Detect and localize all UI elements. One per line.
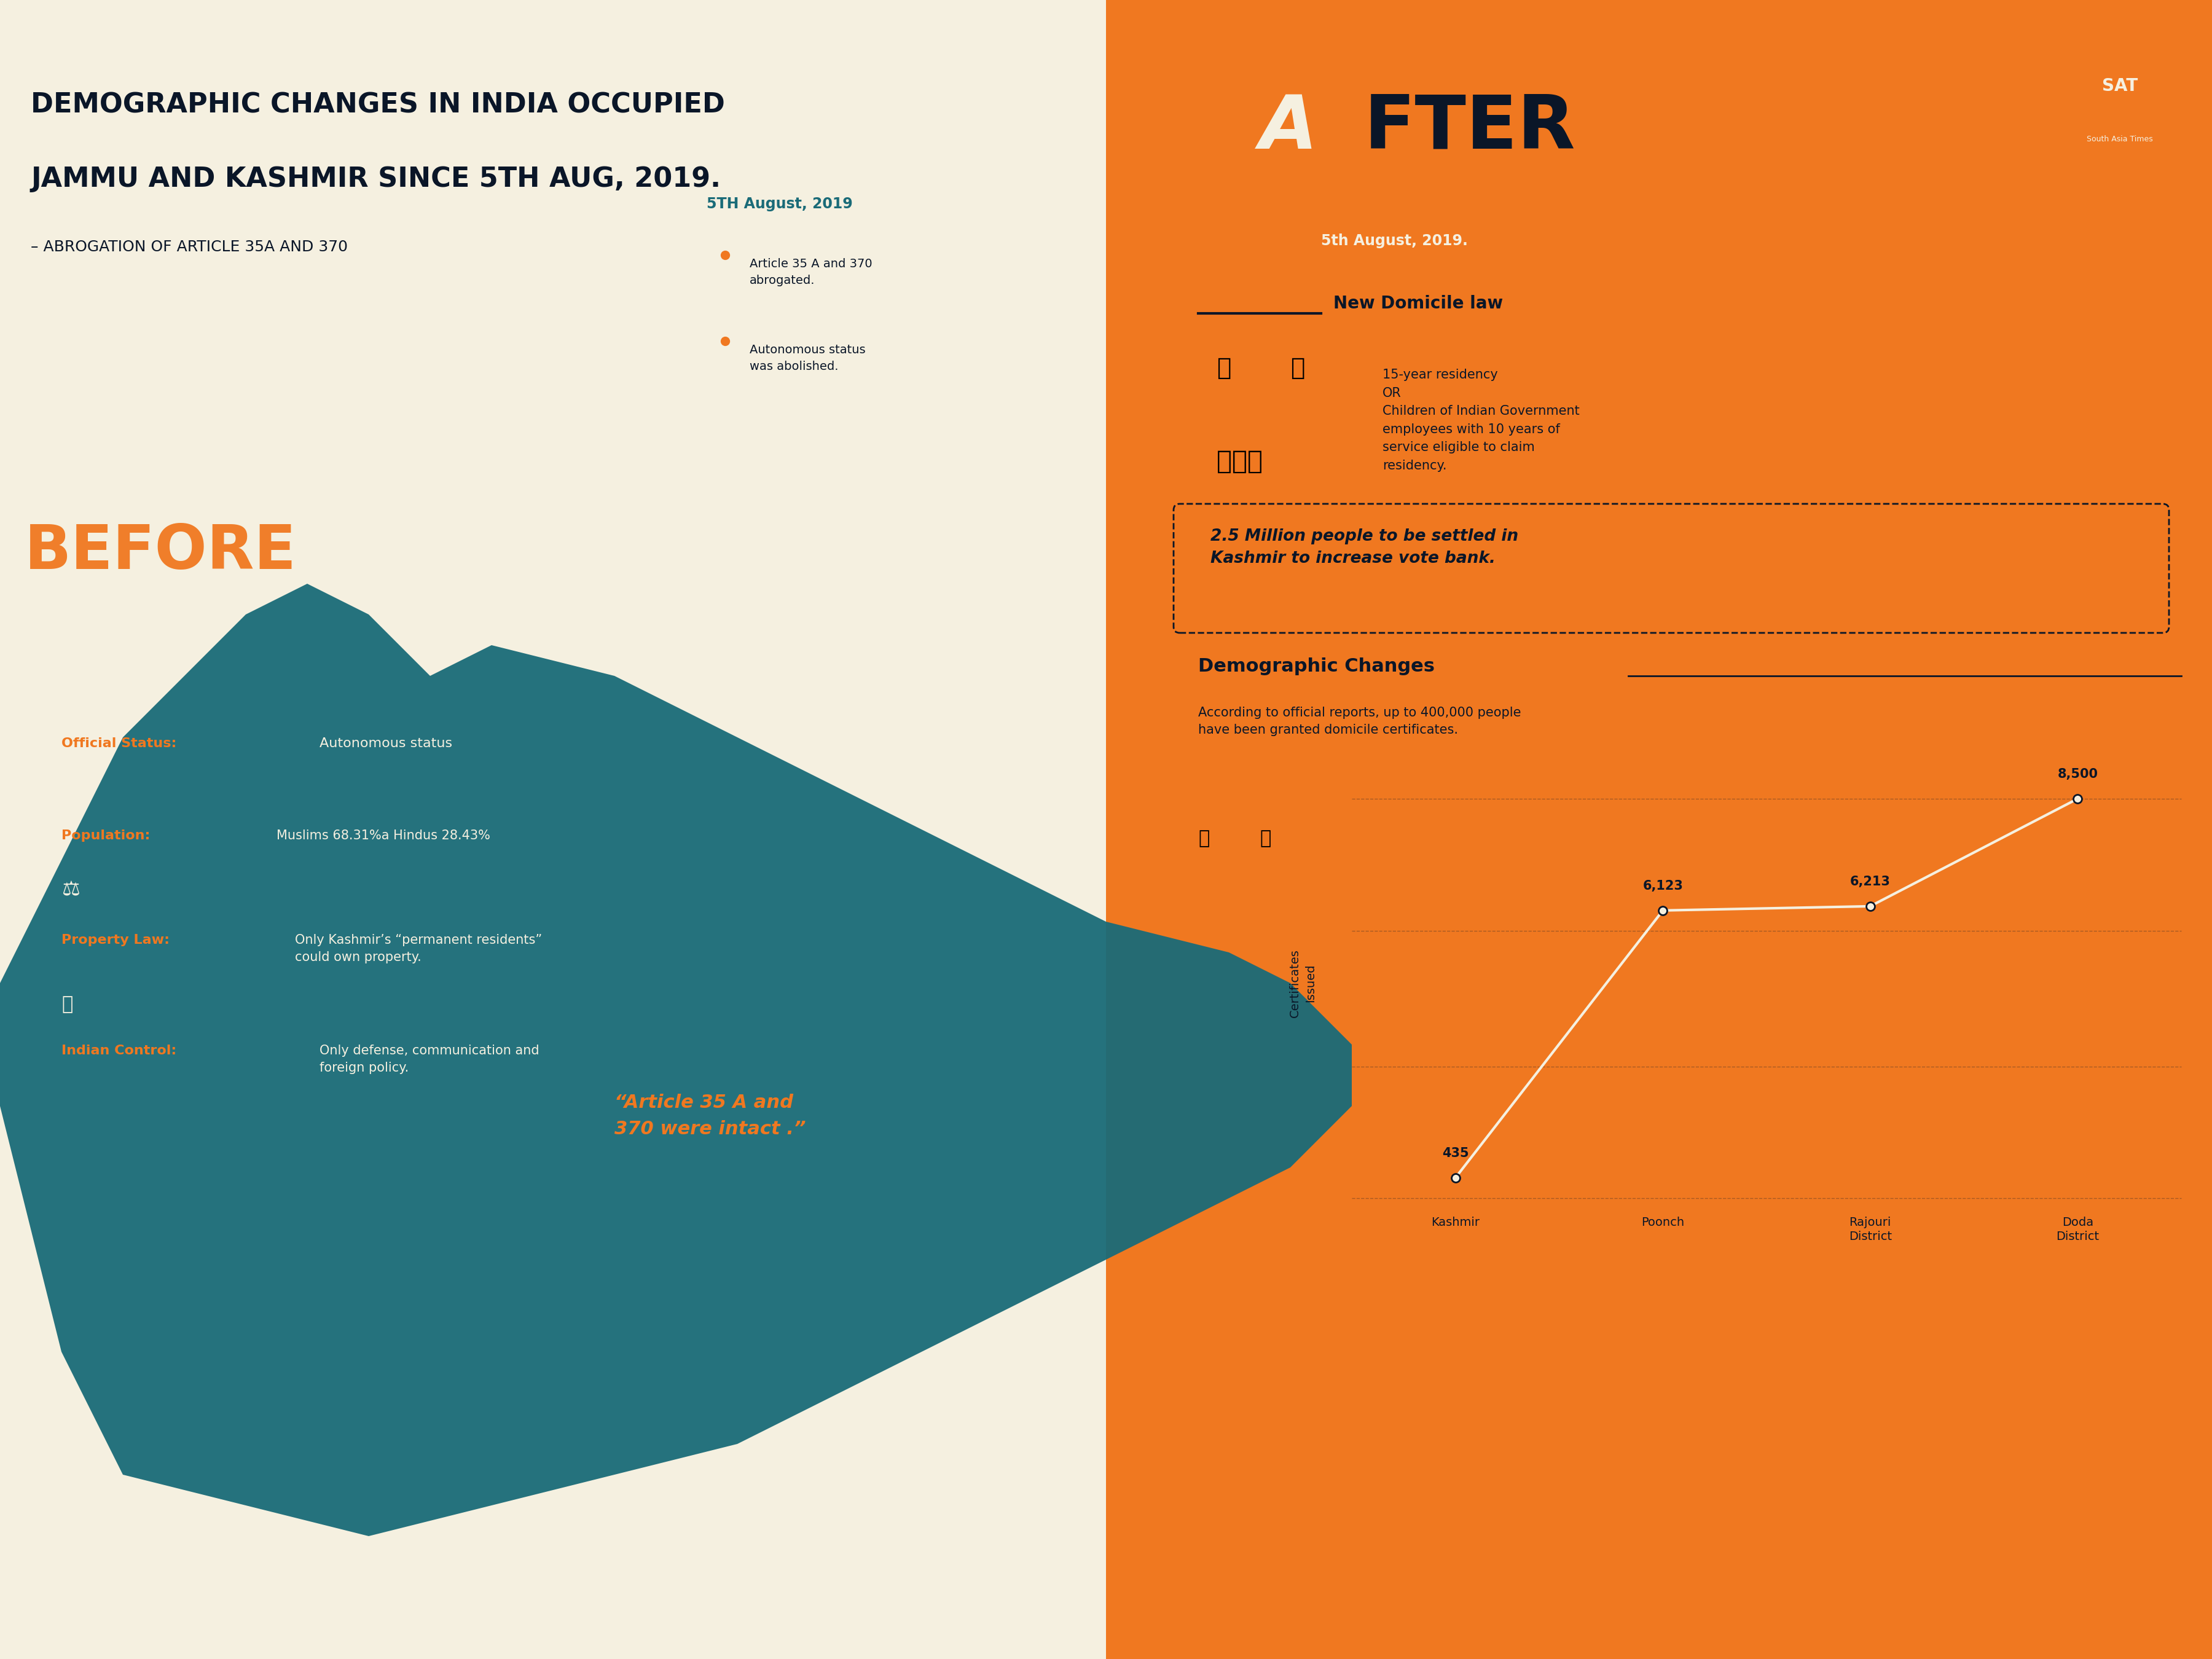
Text: – ABROGATION OF ARTICLE 35A AND 370: – ABROGATION OF ARTICLE 35A AND 370	[31, 239, 347, 254]
Circle shape	[2046, 18, 2194, 166]
Text: South Asia Times: South Asia Times	[2086, 134, 2152, 143]
Text: BEFORE: BEFORE	[24, 523, 296, 582]
Text: SAT: SAT	[2101, 78, 2137, 95]
Polygon shape	[1106, 0, 2212, 1659]
Text: JAMMU AND KASHMIR SINCE 5TH AUG, 2019.: JAMMU AND KASHMIR SINCE 5TH AUG, 2019.	[31, 166, 721, 192]
Text: FTER: FTER	[1365, 93, 1575, 164]
Text: Muslims 68.31%a Hindus 28.43%: Muslims 68.31%a Hindus 28.43%	[276, 830, 491, 841]
Text: Population:: Population:	[62, 830, 150, 841]
Text: 📋: 📋	[1217, 357, 1230, 380]
Text: Autonomous status
was abolished.: Autonomous status was abolished.	[750, 343, 865, 372]
Text: Property Law:: Property Law:	[62, 934, 170, 946]
Text: “Article 35 A and
370 were intact .”: “Article 35 A and 370 were intact .”	[615, 1093, 805, 1138]
Text: Official Status:: Official Status:	[62, 737, 177, 750]
Text: Demographic Changes: Demographic Changes	[1199, 657, 1436, 675]
Text: 5TH August, 2019: 5TH August, 2019	[706, 197, 852, 211]
Text: A: A	[1259, 93, 1318, 164]
Text: ☑: ☑	[62, 688, 82, 712]
Text: Article 35 A and 370
abrogated.: Article 35 A and 370 abrogated.	[750, 259, 872, 285]
Text: 6,123: 6,123	[1644, 879, 1683, 893]
Text: Rajouri
District: Rajouri District	[1849, 1216, 1891, 1243]
Text: 👨‍👩‍👧: 👨‍👩‍👧	[1217, 448, 1263, 474]
Text: Autonomous status: Autonomous status	[319, 737, 451, 750]
Text: Poonch: Poonch	[1641, 1216, 1683, 1228]
Text: 👥: 👥	[62, 786, 73, 806]
Text: 5TH August, 2019.: 5TH August, 2019.	[73, 614, 217, 627]
Text: ⚖: ⚖	[62, 879, 80, 899]
Text: 2.5 Million people to be settled in
Kashmir to increase vote bank.: 2.5 Million people to be settled in Kash…	[1210, 529, 1517, 566]
Text: 8,500: 8,500	[2057, 768, 2097, 780]
Text: 📄: 📄	[1199, 830, 1210, 848]
Text: 15-year residency
OR
Children of Indian Government
employees with 10 years of
se: 15-year residency OR Children of Indian …	[1382, 368, 1579, 471]
Text: Kashmir: Kashmir	[1431, 1216, 1480, 1228]
Text: Indian Control:: Indian Control:	[62, 1045, 177, 1057]
Text: 📜: 📜	[1259, 830, 1272, 848]
Text: Certificates
Issued: Certificates Issued	[1290, 949, 1316, 1017]
Text: 🏠: 🏠	[1290, 357, 1305, 380]
Text: According to official reports, up to 400,000 people
have been granted domicile c: According to official reports, up to 400…	[1199, 707, 1522, 737]
Text: Doda
District: Doda District	[2055, 1216, 2099, 1243]
Text: 6,213: 6,213	[1849, 876, 1891, 888]
Polygon shape	[0, 584, 1352, 1536]
Text: Only defense, communication and
foreign policy.: Only defense, communication and foreign …	[319, 1045, 540, 1073]
Text: 5th August, 2019.: 5th August, 2019.	[1321, 234, 1469, 249]
Text: 435: 435	[1442, 1146, 1469, 1160]
Text: DEMOGRAPHIC CHANGES IN INDIA OCCUPIED: DEMOGRAPHIC CHANGES IN INDIA OCCUPIED	[31, 93, 726, 118]
Text: 🏛: 🏛	[62, 995, 73, 1014]
Text: Only Kashmir’s “permanent residents”
could own property.: Only Kashmir’s “permanent residents” cou…	[294, 934, 542, 964]
Text: New Domicile law: New Domicile law	[1334, 295, 1502, 312]
